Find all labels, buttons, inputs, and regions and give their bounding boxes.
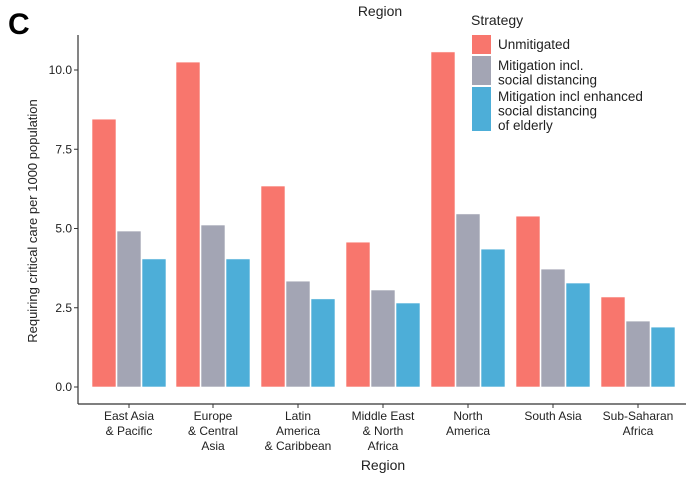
legend-key-2 bbox=[472, 87, 491, 131]
x-tick-label: & Caribbean bbox=[265, 439, 332, 453]
bar-1-3 bbox=[370, 289, 396, 388]
x-tick-label: & Central bbox=[188, 424, 238, 438]
bar-1-1 bbox=[200, 224, 226, 388]
bar-1-5 bbox=[540, 268, 566, 388]
bar-2-3 bbox=[395, 302, 421, 388]
x-tick-label: & North bbox=[363, 424, 404, 438]
x-tick-label: Asia bbox=[201, 439, 225, 453]
legend-title: Strategy bbox=[471, 12, 523, 28]
x-tick-label: Middle East bbox=[352, 409, 415, 423]
top-partial-label: Region bbox=[358, 3, 402, 19]
bar-2-1 bbox=[225, 258, 251, 388]
bar-1-0 bbox=[116, 230, 142, 388]
x-tick-label: & Pacific bbox=[106, 424, 153, 438]
bar-2-5 bbox=[565, 282, 591, 388]
x-tick-label: America bbox=[446, 424, 490, 438]
x-tick-label: North bbox=[453, 409, 482, 423]
bar-1-4 bbox=[455, 213, 481, 388]
y-tick-label: 5.0 bbox=[55, 222, 72, 236]
legend-label: social distancing bbox=[498, 73, 597, 88]
bar-2-6 bbox=[650, 326, 676, 388]
x-tick-label: South Asia bbox=[524, 409, 582, 423]
legend-key-0 bbox=[472, 35, 491, 54]
legend-label: social distancing bbox=[498, 104, 597, 119]
bar-0-1 bbox=[175, 61, 201, 388]
x-tick-label: Europe bbox=[194, 409, 233, 423]
y-axis-label: Requiring critical care per 1000 populat… bbox=[25, 99, 40, 343]
bar-0-6 bbox=[600, 296, 626, 388]
x-tick-label: Africa bbox=[368, 439, 399, 453]
bar-0-5 bbox=[515, 215, 541, 388]
x-tick-label: America bbox=[276, 424, 320, 438]
bar-0-2 bbox=[260, 185, 286, 388]
x-axis-label: Region bbox=[361, 457, 405, 473]
legend-label: of elderly bbox=[498, 118, 553, 133]
bar-0-0 bbox=[91, 118, 117, 388]
y-tick-label: 10.0 bbox=[49, 63, 73, 77]
y-tick-label: 2.5 bbox=[55, 301, 72, 315]
legend-key-1 bbox=[472, 56, 491, 85]
y-tick-label: 0.0 bbox=[55, 380, 72, 394]
bar-0-3 bbox=[345, 241, 371, 388]
legend-label: Unmitigated bbox=[498, 37, 570, 52]
legend-label: Mitigation incl enhanced bbox=[498, 89, 643, 104]
bar-2-0 bbox=[141, 258, 167, 388]
bar-1-6 bbox=[625, 320, 651, 388]
x-tick-label: Latin bbox=[285, 409, 311, 423]
y-tick-label: 7.5 bbox=[55, 142, 72, 156]
bar-0-4 bbox=[430, 51, 456, 388]
x-tick-label: East Asia bbox=[104, 409, 154, 423]
x-tick-label: Africa bbox=[623, 424, 654, 438]
x-tick-label: Sub-Saharan bbox=[603, 409, 674, 423]
bar-1-2 bbox=[285, 280, 311, 388]
bar-2-2 bbox=[310, 298, 336, 388]
legend-label: Mitigation incl. bbox=[498, 58, 584, 73]
panel-label: C bbox=[8, 8, 30, 41]
bar-2-4 bbox=[480, 248, 506, 388]
